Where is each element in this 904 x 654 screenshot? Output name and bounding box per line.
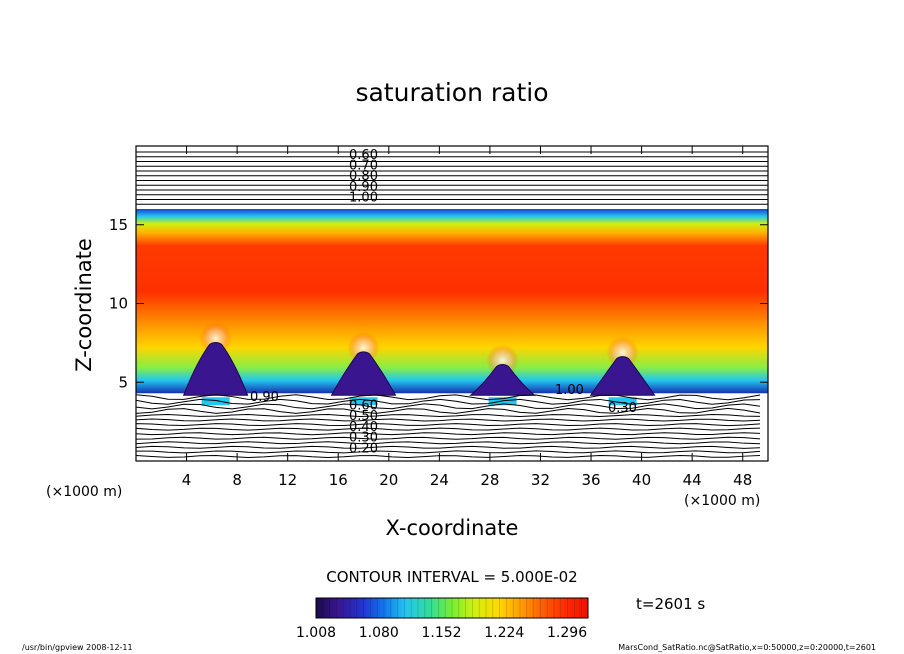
contour-line [136,413,761,417]
colorbar-tick-label: 1.008 [296,625,336,641]
colorbar-tick-label: 1.080 [359,625,399,641]
contour-label-090: 0.90 [250,390,279,405]
contour-line [136,450,761,454]
upper-contour-label: 0.70 [349,159,378,174]
footer-right: MarsCond_SatRatio.nc@SatRatio,x=0:50000,… [618,643,876,652]
contour-line [136,432,761,436]
colorbar [315,597,589,619]
plot-area [136,151,768,458]
x-unit-label-right: (×1000 m) [684,493,760,509]
y-axis: 5 10 15 [109,216,768,391]
cell-core-2 [330,351,397,396]
upper-contour-label: 1.00 [349,190,378,205]
contour-label-030: 0.30 [608,401,637,416]
footer-left: /usr/bin/gpview 2008-12-11 [22,643,133,652]
cell-base-1 [201,397,230,406]
upper-contour-label: 0.90 [349,180,378,195]
x-tick-label: 28 [480,471,499,489]
contour-line [136,445,761,449]
colorbar-tick-label: 1.296 [547,625,587,641]
chart-title: saturation ratio [355,78,548,107]
lower-contour-label: 0.60 [349,398,378,413]
contour-interval-text: CONTOUR INTERVAL = 5.000E-02 [326,568,577,586]
contour-line [136,427,761,431]
contour-line [136,407,761,414]
lower-contour-label: 0.40 [349,420,378,435]
lower-contour-label: 0.30 [349,431,378,446]
contour-line [136,398,761,405]
x-tick-label: 4 [182,471,192,489]
y-tick-label: 5 [118,373,128,391]
x-tick-label: 48 [733,471,752,489]
time-label: t=2601 s [636,595,705,613]
x-tick-label: 32 [531,471,550,489]
x-axis: 4 8 12 16 20 24 28 32 36 40 44 48 [182,146,752,489]
x-tick-label: 44 [683,471,702,489]
x-tick-label: 24 [430,471,449,489]
contour-label-100: 1.00 [555,383,584,398]
lower-contour-label: 0.50 [349,409,378,424]
colorbar-stripes [322,598,582,618]
contour-line [136,436,761,440]
lower-contour-labels: 0.600.500.400.300.20 [349,398,378,456]
contour-line [136,403,761,410]
colorbar-tick-labels: 1.008 1.080 1.152 1.224 1.296 [296,625,587,641]
cell-base-4 [608,397,637,406]
contour-line [136,423,761,427]
x-unit-label-left: (×1000 m) [46,484,122,500]
contour-line [136,454,761,458]
upper-contour-label: 0.60 [349,148,378,163]
x-tick-label: 16 [329,471,348,489]
cell-base-2 [349,397,378,406]
upper-contour-labels: 0.600.700.800.901.00 [349,148,378,205]
contour-line [136,418,761,422]
x-tick-label: 8 [232,471,242,489]
contour-line [136,394,761,401]
x-axis-title: X-coordinate [386,516,519,540]
x-tick-label: 20 [379,471,398,489]
colorbar-tick-label: 1.152 [421,625,461,641]
y-tick-label: 15 [109,216,128,234]
cell-core-1 [182,341,249,396]
upper-contour-label: 0.80 [349,169,378,184]
contour-line [136,441,761,445]
x-tick-label: 36 [581,471,600,489]
saturation-field [136,209,768,394]
cloud-cells [182,322,656,406]
y-axis-title: Z-coordinate [72,238,96,372]
cell-core-3 [469,364,536,396]
contour-lines [136,151,768,458]
lower-contour-label: 0.20 [349,441,378,456]
y-tick-label: 10 [109,295,128,313]
cell-core-4 [589,356,656,396]
x-tick-label: 12 [278,471,297,489]
colorbar-tick-label: 1.224 [484,625,524,641]
x-tick-label: 40 [632,471,651,489]
